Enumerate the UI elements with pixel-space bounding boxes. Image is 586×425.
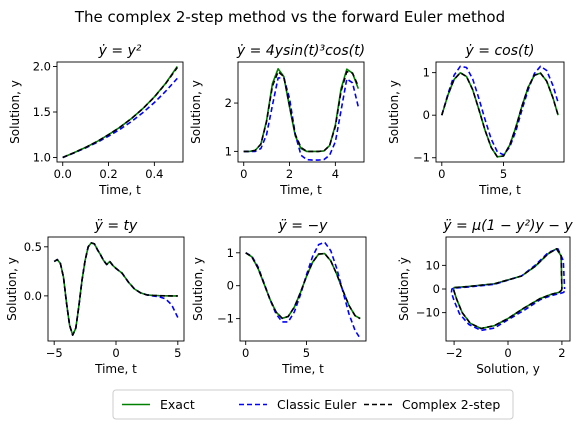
axes-frame <box>237 61 365 163</box>
legend-entry-classic-euler: Classic Euler <box>239 397 357 412</box>
subplot-6: −2 0 2 −10 0 10 ÿ = μ(1 − y²)y − y Solution, y S… <box>397 218 573 376</box>
y-tick-label: 2.0 <box>33 60 51 74</box>
legend-label: Exact <box>160 397 195 412</box>
series-line-classic-euler <box>243 77 360 161</box>
y-tick-label: 1.0 <box>33 150 51 164</box>
series-line-complex-2-step <box>53 242 178 336</box>
series-line-exact <box>452 248 563 330</box>
y-axis-label: Solution, y <box>5 257 19 321</box>
series-line-classic-euler <box>245 241 361 339</box>
series-line-exact <box>62 66 178 159</box>
y-tick-label: 1 <box>225 144 232 158</box>
y-tick-label: 0 <box>423 108 430 122</box>
legend-entry-complex-2-step: Complex 2-step <box>364 397 500 412</box>
legend-entry-exact: Exact <box>122 397 195 412</box>
y-axis-label: Solution, y <box>8 80 22 144</box>
x-tick-label: 0.2 <box>99 167 117 181</box>
axes-frame <box>435 61 565 163</box>
x-tick-label: 0 <box>112 346 119 360</box>
x-axis-label: Time, t <box>279 183 322 197</box>
axes-frame <box>56 61 184 163</box>
x-tick-label: −2 <box>446 346 463 360</box>
y-axis-label: Solution, y <box>189 80 203 144</box>
legend-label: Complex 2-step <box>402 397 500 412</box>
subplot-grid: 0.0 0.2 0.4 1.0 1.5 2.0 ẏ = y² Time, t Solution,… <box>5 43 573 376</box>
subplot-title: ẏ = 4ysin(t)³cos(t) <box>236 43 365 59</box>
axes-frame <box>239 236 367 342</box>
subplot-title: ẏ = cos(t) <box>465 43 535 59</box>
y-tick-label: −1 <box>217 312 234 326</box>
subplot-title: ÿ = μ(1 − y²)y − y <box>442 218 573 234</box>
series-line-exact <box>243 68 360 153</box>
x-axis-label: Time, t <box>98 183 141 197</box>
x-axis-label: Time, t <box>94 362 137 376</box>
x-tick-label: 2 <box>286 167 293 181</box>
x-axis-label: Solution, y <box>476 362 540 376</box>
subplot-4: −5 0 5 0.0 0.5 ÿ = ty Time, t Solution, y <box>5 218 185 376</box>
y-tick-label: 0.0 <box>24 289 42 303</box>
x-tick-label: 0.0 <box>54 167 72 181</box>
subplot-1: 0.0 0.2 0.4 1.0 1.5 2.0 ẏ = y² Time, t Solution,… <box>8 43 184 197</box>
y-tick-label: 1.5 <box>33 105 51 119</box>
series-line-classic-euler <box>53 242 179 336</box>
x-tick-label: 0 <box>438 167 445 181</box>
x-tick-label: 5 <box>174 346 181 360</box>
x-tick-label: −5 <box>46 346 63 360</box>
subplot-title: ÿ = ty <box>94 218 138 234</box>
y-axis-label: Solution, y <box>191 257 205 321</box>
legend-frame <box>112 389 514 420</box>
x-tick-label: 0 <box>240 167 247 181</box>
y-tick-label: 1 <box>227 246 234 260</box>
subplot-3: 0 5 −1 0 1 ẏ = cos(t) Time, t Solution, y <box>387 43 565 197</box>
subplot-5: 0 5 −1 0 1 ÿ = −y Time, t Solution, y <box>191 218 367 376</box>
y-axis-label: Solution, ẏ <box>397 257 411 321</box>
y-tick-label: −1 <box>413 151 430 165</box>
series-line-exact <box>245 252 361 320</box>
x-tick-label: 2 <box>558 346 565 360</box>
x-tick-label: 0.4 <box>145 167 163 181</box>
y-tick-label: 10 <box>425 258 440 272</box>
x-axis-label: Time, t <box>478 183 521 197</box>
x-tick-label: 4 <box>332 167 339 181</box>
y-tick-label: 0.5 <box>24 240 42 254</box>
subplot-title: ẏ = y² <box>98 43 142 59</box>
subplot-2: 0 2 4 1 2 ẏ = 4ysin(t)³cos(t) Time, t Solution,… <box>189 43 365 197</box>
series-line-classic-euler <box>441 65 559 156</box>
y-tick-label: 1 <box>423 66 430 80</box>
series-line-complex-2-step <box>452 248 563 330</box>
series-line-exact <box>53 242 178 336</box>
legend-label: Classic Euler <box>277 397 357 412</box>
figure-title: The complex 2-step method vs the forward… <box>74 8 505 26</box>
series-line-complex-2-step <box>243 70 360 153</box>
y-tick-label: 0 <box>433 282 440 296</box>
y-axis-label: Solution, y <box>387 80 401 144</box>
subplot-title: ÿ = −y <box>278 218 329 234</box>
series-line-complex-2-step <box>441 72 559 158</box>
x-tick-label: 0 <box>242 346 249 360</box>
series-line-complex-2-step <box>62 67 178 159</box>
series-line-exact <box>441 72 559 158</box>
x-tick-label: 5 <box>303 346 310 360</box>
axes-frame <box>47 236 185 342</box>
y-tick-label: 0 <box>227 279 234 293</box>
x-tick-label: 5 <box>500 167 507 181</box>
x-axis-label: Time, t <box>281 362 324 376</box>
x-tick-label: 0 <box>504 346 511 360</box>
y-tick-label: 2 <box>225 96 232 110</box>
y-tick-label: −10 <box>416 306 440 320</box>
legend: Exact Classic Euler Complex 2-step <box>112 389 514 420</box>
